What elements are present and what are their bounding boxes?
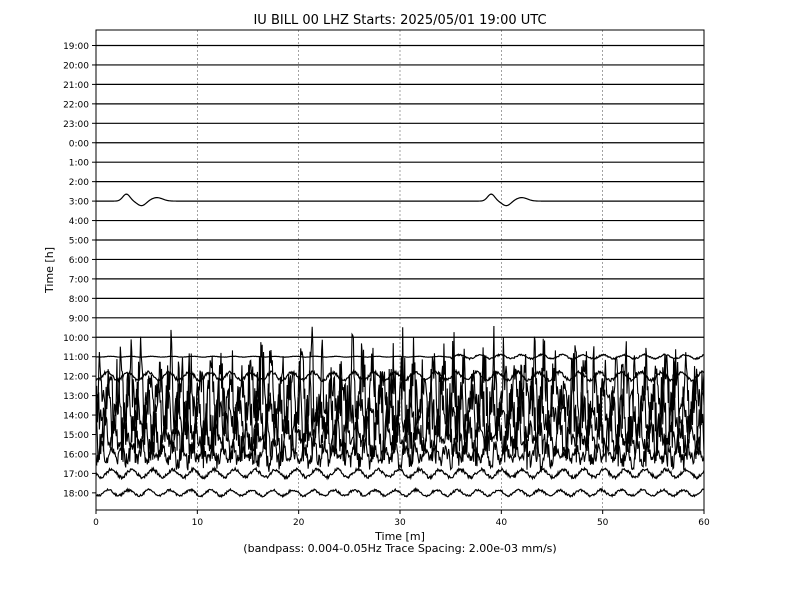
y-tick-label-5: 0:00 [69, 139, 89, 149]
x-tick-label-2: 20 [293, 518, 305, 528]
y-tick-label-14: 9:00 [69, 314, 89, 324]
x-tick-label-0: 0 [93, 518, 99, 528]
x-axis: 0 10 20 30 40 50 60 [93, 510, 710, 528]
x-axis-label: Time [m] [374, 530, 425, 543]
y-tick-label-13: 8:00 [69, 295, 89, 305]
y-tick-label-10: 5:00 [69, 237, 89, 247]
trace-1100 [95, 353, 705, 361]
y-axis: 19:00 20:00 21:00 22:00 23:00 0:00 1:00 2:00 3:0… [63, 42, 96, 499]
trace-1200 [95, 368, 705, 384]
trace-1800 [95, 486, 705, 499]
y-tick-label-17: 12:00 [63, 373, 89, 383]
y-tick-label-20: 15:00 [63, 431, 89, 441]
y-tick-label-0: 19:00 [63, 42, 89, 52]
trace-1500 [95, 403, 705, 467]
x-tick-label-1: 10 [192, 518, 204, 528]
trace-1400 [95, 357, 705, 470]
y-tick-label-11: 6:00 [69, 256, 89, 266]
x-tick-label-4: 40 [496, 518, 508, 528]
y-tick-label-6: 1:00 [69, 159, 89, 169]
chart-title: IU BILL 00 LHZ Starts: 2025/05/01 19:00 … [253, 13, 546, 28]
footnote: (bandpass: 0.004-0.05Hz Trace Spacing: 2… [243, 542, 556, 555]
y-tick-label-2: 21:00 [63, 81, 89, 91]
y-tick-label-21: 16:00 [63, 450, 89, 460]
y-axis-label: Time [h] [43, 247, 56, 294]
trace-1700 [95, 465, 705, 481]
x-tick-label-3: 30 [394, 518, 406, 528]
y-tick-label-23: 18:00 [63, 489, 89, 499]
y-tick-label-3: 22:00 [63, 100, 89, 110]
trace-lines [95, 44, 705, 499]
y-tick-label-16: 11:00 [63, 353, 89, 363]
y-tick-label-19: 14:00 [63, 412, 89, 422]
y-tick-label-9: 4:00 [69, 217, 89, 227]
y-tick-label-4: 23:00 [63, 120, 89, 130]
y-tick-label-22: 17:00 [63, 470, 89, 480]
y-tick-label-1: 20:00 [63, 61, 89, 71]
trace-1600 [95, 436, 705, 472]
y-tick-label-12: 7:00 [69, 275, 89, 285]
x-tick-label-6: 60 [698, 518, 710, 528]
y-tick-label-8: 3:00 [69, 198, 89, 208]
x-tick-label-5: 50 [597, 518, 609, 528]
y-tick-label-7: 2:00 [69, 178, 89, 188]
y-tick-label-18: 13:00 [63, 392, 89, 402]
y-tick-label-15: 10:00 [63, 334, 89, 344]
trace-300 [96, 193, 704, 207]
